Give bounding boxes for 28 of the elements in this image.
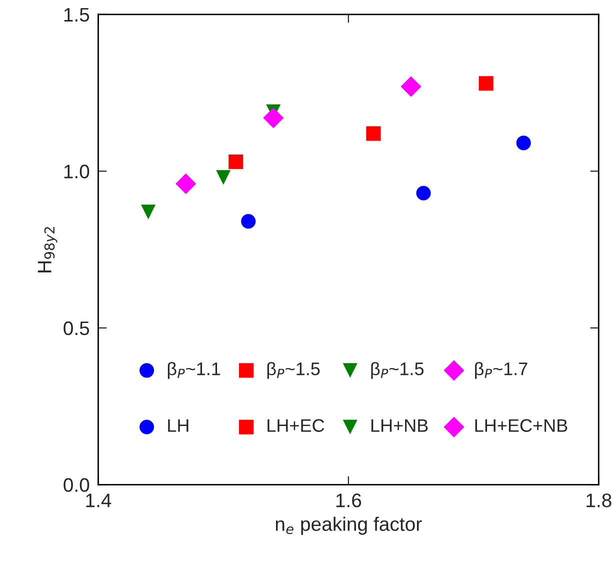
- point: [263, 108, 284, 128]
- x-axis-title: n$_{e}$ peaking factor: [276, 516, 422, 535]
- annotation: β$_{P}$~1.7: [475, 362, 528, 379]
- legend-label: LH+EC: [268, 419, 324, 432]
- point: [516, 136, 531, 150]
- y-tick-label: 0.0: [64, 478, 90, 492]
- point: [141, 204, 156, 220]
- x-tick-label: 1.6: [336, 494, 362, 508]
- legend-label: LH+EC+NB: [475, 419, 568, 432]
- x-tick-label: 1.4: [86, 494, 112, 508]
- y-axis-title: H$_{98y2}$: [38, 227, 58, 272]
- x-tick-label: 1.8: [586, 494, 612, 508]
- point: [416, 186, 431, 200]
- annotation: β$_{P}$~1.1: [168, 362, 220, 379]
- point: [366, 126, 381, 141]
- point: [478, 76, 494, 91]
- y-tick-label: 0.5: [64, 321, 90, 336]
- point: [176, 173, 196, 194]
- point: [228, 154, 244, 170]
- point: [241, 214, 256, 229]
- point: [216, 170, 231, 185]
- y-tick-label: 1.5: [64, 8, 90, 22]
- annotation: β$_{P}$~1.5: [267, 362, 320, 379]
- annotation: β$_{P}$~1.5: [371, 362, 424, 379]
- legend-label: LH: [168, 419, 188, 432]
- legend-label: LH+NB: [371, 419, 428, 432]
- y-tick-label: 1.0: [64, 164, 90, 178]
- point: [400, 76, 422, 97]
